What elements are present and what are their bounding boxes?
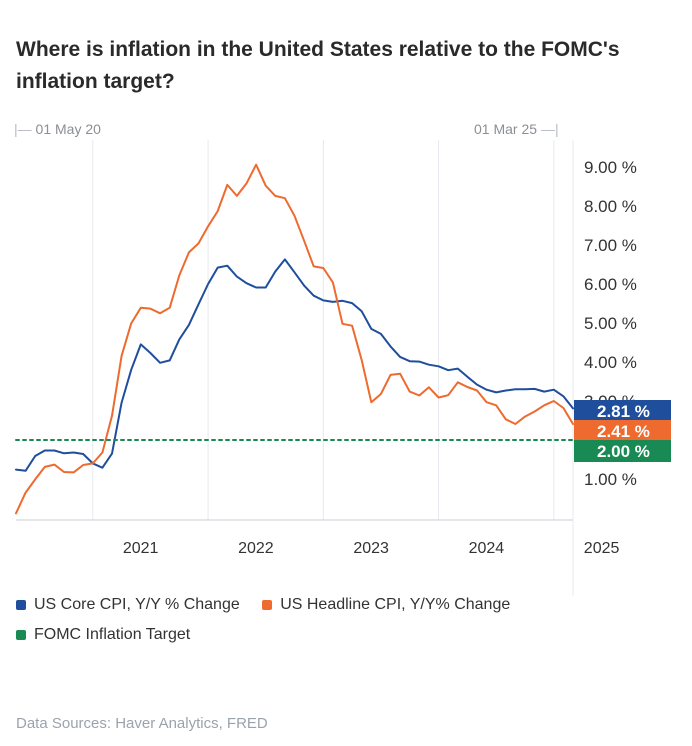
range-start[interactable]: |— 01 May 20 [14,121,101,137]
range-end[interactable]: 01 Mar 25 —| [474,121,559,137]
value-tag-label-2: 2.00 % [597,442,650,461]
x-tick-label: 2021 [123,540,159,557]
legend-item-headline[interactable]: US Headline CPI, Y/Y% Change [262,596,510,614]
y-tick-label: 4.00 % [584,353,637,372]
y-tick-label: 5.00 % [584,314,637,333]
value-tag-label-0: 2.81 % [597,402,650,421]
x-tick-label: 2022 [238,540,274,557]
series-line-0 [15,258,574,472]
legend-label-headline: US Headline CPI, Y/Y% Change [280,596,511,613]
x-tick-label: 2023 [353,540,389,557]
range-end-handle-icon[interactable]: —| [540,121,559,137]
legend-label-target: FOMC Inflation Target [34,626,191,643]
range-end-label: 01 Mar 25 [474,121,538,137]
legend-swatch-headline [262,600,273,610]
legend: US Core CPI, Y/Y % Change US Headline CP… [16,596,676,656]
value-tag-1 [574,420,671,442]
y-tick-label: 6.00 % [584,275,637,294]
data-source-note: Data Sources: Haver Analytics, FRED [16,715,268,732]
line-chart: 2021 2022 2023 2024 2025 9.00 % 8.00 % 7.00 % 6.… [15,140,671,596]
y-tick-label: 7.00 % [584,236,637,255]
y-tick-label: 8.00 % [584,197,637,216]
legend-label-core: US Core CPI, Y/Y % Change [34,596,240,613]
legend-swatch-core [16,600,26,610]
value-tag-0 [574,400,671,422]
legend-item-target[interactable]: FOMC Inflation Target [16,626,190,644]
range-start-label: 01 May 20 [35,121,101,137]
value-tag-label-1: 2.41 % [597,422,650,441]
series-line-1 [15,163,574,515]
x-tick-label: 2024 [469,540,505,557]
legend-item-core[interactable]: US Core CPI, Y/Y % Change [16,596,240,614]
y-tick-label: 9.00 % [584,158,637,177]
value-tag-2 [574,440,671,462]
y-tick-label: 1.00 % [584,470,637,489]
chart-title: Where is inflation in the United States … [16,38,620,93]
range-start-handle-icon[interactable]: |— [14,121,32,137]
legend-swatch-target [16,630,26,640]
x-tick-label: 2025 [584,540,620,557]
